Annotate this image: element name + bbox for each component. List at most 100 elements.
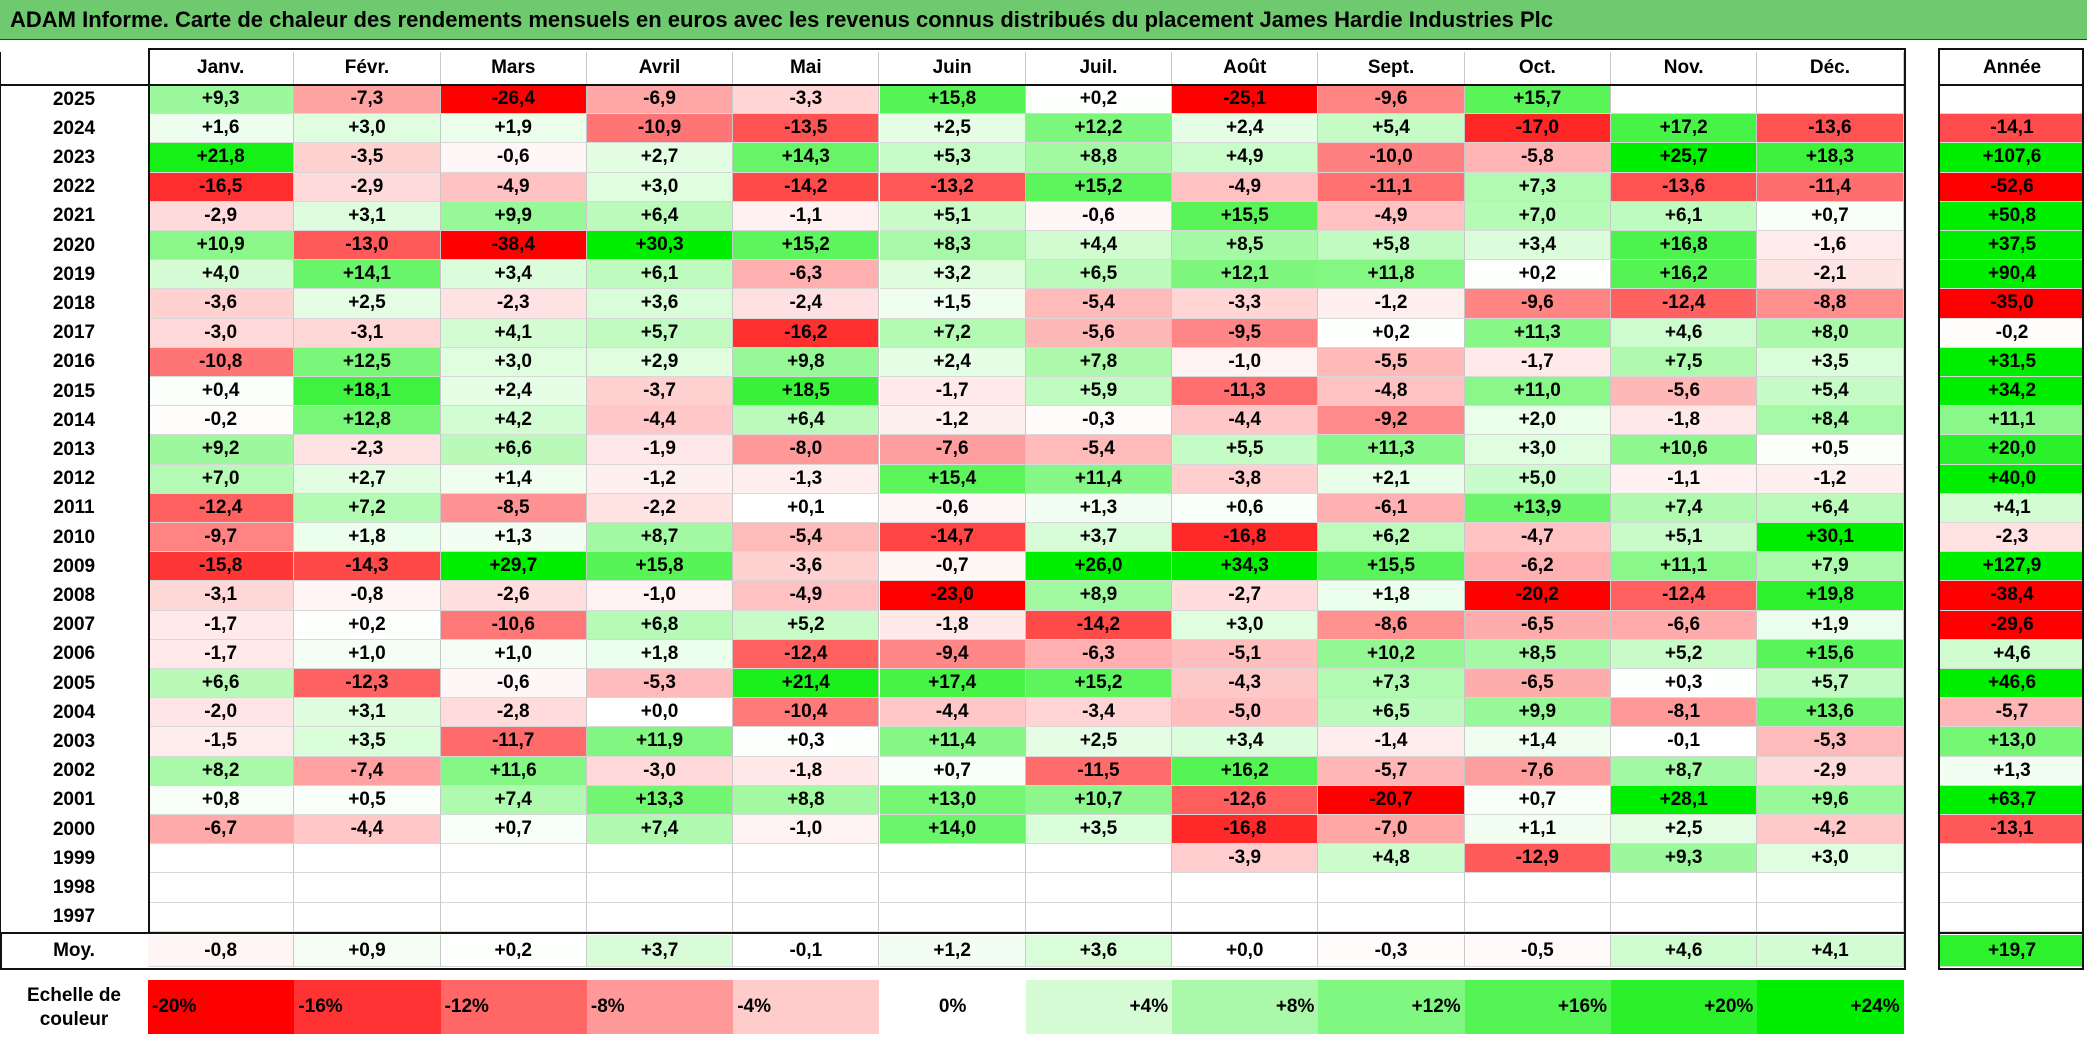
heatmap-cell: -6,2 <box>1464 552 1611 582</box>
heatmap-cell: -2,2 <box>586 493 734 523</box>
heatmap-cell: +14,3 <box>733 143 880 173</box>
heatmap-cell: -4,3 <box>1172 669 1319 699</box>
heatmap-cell: +11,4 <box>1025 464 1173 494</box>
average-cell: +3,6 <box>1025 935 1173 967</box>
heatmap-cell: -1,3 <box>733 464 880 494</box>
heatmap-cell <box>1025 873 1173 903</box>
heatmap-cell: +7,2 <box>879 318 1026 348</box>
heatmap-cell: -10,8 <box>148 347 295 377</box>
year-label: 2015 <box>52 380 96 402</box>
heatmap-cell: +26,0 <box>1025 552 1173 582</box>
heatmap-cell: +6,6 <box>440 435 587 465</box>
heatmap-cell: +4,6 <box>1611 318 1758 348</box>
year-label: 2011 <box>53 497 95 519</box>
heatmap-cell: +8,5 <box>1172 231 1319 261</box>
heatmap-cell: +1,5 <box>879 289 1026 319</box>
heatmap-cell: +5,2 <box>733 610 880 640</box>
heatmap-cell: +1,8 <box>294 523 441 553</box>
annual-cell: -2,3 <box>1940 523 2084 553</box>
scale-step: 0% <box>879 980 1026 1034</box>
heatmap-cell: -13,2 <box>879 172 1026 202</box>
month-header: Févr. <box>294 52 441 84</box>
heatmap-cell: +11,0 <box>1464 377 1611 407</box>
heatmap-cell: -1,4 <box>1318 727 1465 757</box>
month-header: Sept. <box>1318 52 1465 84</box>
year-label: 2016 <box>52 351 96 373</box>
heatmap-cell: +8,8 <box>1025 143 1173 173</box>
heatmap-cell: -1,2 <box>879 406 1026 436</box>
heatmap-cell: +21,8 <box>148 143 295 173</box>
heatmap-cell: +4,8 <box>1318 844 1465 874</box>
main-grid-frame <box>148 48 1906 934</box>
year-label: 2004 <box>52 701 96 723</box>
heatmap-cell: -13,6 <box>1757 114 1904 144</box>
heatmap-cell: -5,6 <box>1025 318 1173 348</box>
heatmap-cell: +0,2 <box>1318 318 1465 348</box>
heatmap-cell: -15,8 <box>148 552 295 582</box>
heatmap-cell: -7,3 <box>294 85 441 115</box>
heatmap-cell: -5,4 <box>1025 289 1173 319</box>
year-label: 2020 <box>52 234 96 256</box>
heatmap-cell: +12,2 <box>1025 114 1173 144</box>
heatmap-cell <box>1025 844 1173 874</box>
heatmap-cell: -12,4 <box>733 639 880 669</box>
heatmap-cell: +5,3 <box>879 143 1026 173</box>
heatmap-cell: -4,8 <box>1318 377 1465 407</box>
heatmap-cell: -1,0 <box>1172 347 1319 377</box>
heatmap-cell <box>733 873 880 903</box>
year-label: 2023 <box>52 146 96 168</box>
heatmap-cell: +11,3 <box>1318 435 1465 465</box>
scale-step: +12% <box>1318 980 1465 1034</box>
heatmap-cell: -3,3 <box>733 85 880 115</box>
heatmap-cell: +6,8 <box>586 610 734 640</box>
heatmap-cell: +12,8 <box>294 406 441 436</box>
year-label: 2025 <box>52 88 96 110</box>
annual-cell: +31,5 <box>1940 347 2084 377</box>
heatmap-cell: +8,5 <box>1464 639 1611 669</box>
heatmap-cell: +14,0 <box>879 815 1026 845</box>
heatmap-cell: +11,8 <box>1318 260 1465 290</box>
heatmap-cell: -11,1 <box>1318 172 1465 202</box>
heatmap-cell: +11,3 <box>1464 318 1611 348</box>
year-label: 2018 <box>52 292 96 314</box>
heatmap-cell: +1,0 <box>440 639 587 669</box>
heatmap-cell: +6,5 <box>1025 260 1173 290</box>
heatmap-cell: +1,4 <box>1464 727 1611 757</box>
heatmap-cell: -8,5 <box>440 493 587 523</box>
heatmap-cell <box>1757 85 1904 115</box>
heatmap-cell: +2,1 <box>1318 464 1465 494</box>
heatmap-cell <box>148 844 295 874</box>
heatmap-cell: -3,1 <box>148 581 295 611</box>
heatmap-cell: +12,1 <box>1172 260 1319 290</box>
scale-label-line1: Echelle de <box>27 985 121 1006</box>
heatmap-cell: -10,4 <box>733 698 880 728</box>
average-frame <box>0 932 1906 970</box>
heatmap-cell: +11,1 <box>1611 552 1758 582</box>
heatmap-cell: -2,8 <box>440 698 587 728</box>
annual-cell <box>1940 85 2084 115</box>
scale-step: -4% <box>733 980 880 1034</box>
heatmap-cell: -5,4 <box>1025 435 1173 465</box>
heatmap-cell: +0,4 <box>148 377 295 407</box>
heatmap-cell: +10,2 <box>1318 639 1465 669</box>
annual-cell <box>1940 873 2084 903</box>
heatmap-cell: -1,2 <box>1757 464 1904 494</box>
annual-average-cell: +19,7 <box>1940 935 2084 967</box>
heatmap-cell <box>733 902 880 932</box>
annual-average-frame <box>1938 932 2084 970</box>
heatmap-cell: +5,1 <box>1611 523 1758 553</box>
heatmap-cell: -10,0 <box>1318 143 1465 173</box>
heatmap-cell: -4,7 <box>1464 523 1611 553</box>
heatmap-cell: -0,6 <box>440 143 587 173</box>
scale-step: -8% <box>586 980 734 1034</box>
heatmap-cell: +17,2 <box>1611 114 1758 144</box>
heatmap-cell: +8,7 <box>586 523 734 553</box>
heatmap-cell: -3,7 <box>586 377 734 407</box>
heatmap-cell: -6,5 <box>1464 669 1611 699</box>
annual-cell: -52,6 <box>1940 172 2084 202</box>
heatmap-cell: +1,3 <box>1025 493 1173 523</box>
heatmap-cell: -1,9 <box>586 435 734 465</box>
heatmap-cell: -1,7 <box>1464 347 1611 377</box>
heatmap-cell: -2,0 <box>148 698 295 728</box>
heatmap-cell <box>148 873 295 903</box>
